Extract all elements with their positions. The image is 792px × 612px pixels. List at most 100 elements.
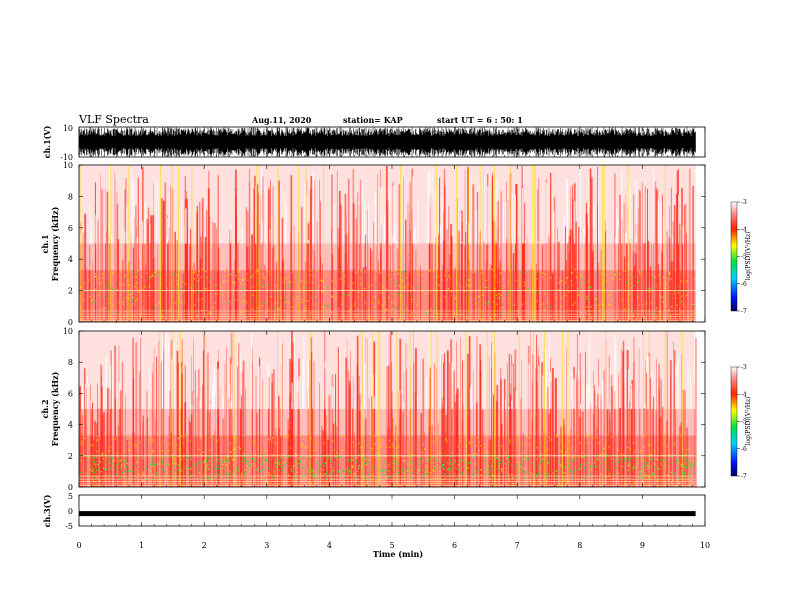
spectrogram-speckle bbox=[317, 316, 319, 318]
spectrogram-speckle bbox=[574, 449, 577, 451]
spectrogram-speckle bbox=[673, 454, 675, 457]
spectrogram-streak bbox=[255, 244, 257, 322]
spectrogram-speckle bbox=[609, 304, 611, 306]
spectrogram-speckle bbox=[520, 319, 522, 321]
spectrogram-speckle bbox=[500, 445, 502, 447]
spectrogram-strong-speckle bbox=[138, 456, 140, 458]
spectrogram-streak bbox=[320, 201, 321, 322]
spectrogram-strong-speckle bbox=[306, 465, 308, 468]
spectrogram-speckle bbox=[581, 456, 584, 458]
spectrogram-strong-speckle bbox=[358, 466, 360, 468]
ch1-colorbar bbox=[730, 201, 738, 312]
spectrogram-speckle bbox=[216, 439, 218, 442]
spectrogram-strong-speckle bbox=[195, 311, 197, 313]
spectrogram-speckle bbox=[364, 302, 366, 304]
spectrogram-speckle bbox=[351, 479, 353, 482]
spectrogram-streak bbox=[568, 235, 571, 322]
spectrogram-streak bbox=[512, 363, 514, 487]
spectrogram-strong-speckle bbox=[117, 457, 119, 459]
spectrogram-speckle bbox=[300, 280, 303, 282]
spectrogram-gap bbox=[130, 401, 132, 409]
spectrogram-speckle bbox=[678, 321, 680, 324]
spectrogram-streak bbox=[450, 236, 453, 322]
spectrogram-strong-speckle bbox=[617, 457, 620, 460]
spectrogram-speckle bbox=[397, 273, 399, 275]
spectrogram-strong-speckle bbox=[187, 456, 189, 458]
spectrogram-strong-speckle bbox=[199, 460, 201, 463]
spectrogram-streak bbox=[553, 271, 555, 322]
spectrogram-speckle bbox=[592, 437, 594, 439]
spectrogram-speckle bbox=[311, 281, 313, 283]
spectrogram-strong-speckle bbox=[460, 461, 462, 463]
spectrogram-speckle bbox=[478, 441, 480, 444]
spectrogram-speckle bbox=[149, 436, 152, 438]
spectrogram-strong-speckle bbox=[420, 462, 422, 464]
spectrogram-strong-speckle bbox=[651, 287, 653, 289]
spectrogram-gap bbox=[609, 367, 611, 409]
spectrogram-strong-speckle bbox=[214, 473, 217, 476]
spectrogram-streak bbox=[313, 250, 315, 322]
spectrogram-gap bbox=[511, 193, 513, 244]
spectrogram-speckle bbox=[284, 435, 286, 438]
spectrogram-strong-speckle bbox=[694, 454, 696, 457]
spectrogram-streak bbox=[106, 387, 109, 487]
spectrogram-speckle bbox=[260, 476, 262, 479]
spectrogram-strong-speckle bbox=[487, 471, 489, 473]
spectrogram-gap bbox=[149, 223, 151, 244]
spectrogram-speckle bbox=[381, 304, 383, 306]
colorbar-tick-label: -4 bbox=[741, 226, 747, 233]
spectrogram-strong-speckle bbox=[225, 474, 227, 477]
spectrogram-gap bbox=[601, 380, 604, 409]
spectrogram-speckle bbox=[355, 271, 357, 274]
spectrogram-strong-speckle bbox=[614, 474, 616, 476]
spectrogram-gap bbox=[660, 201, 662, 244]
spectrogram-speckle bbox=[224, 270, 226, 273]
spectrogram-streak bbox=[551, 273, 554, 322]
spectrogram-strong-speckle bbox=[124, 470, 126, 472]
spectrogram-streak bbox=[548, 236, 550, 322]
spectrogram-strong-speckle bbox=[362, 467, 364, 470]
spectrogram-strong-speckle bbox=[179, 288, 181, 290]
spectrogram-strong-speckle bbox=[309, 470, 311, 473]
spectrogram-speckle bbox=[331, 280, 333, 282]
spectrogram-gap bbox=[171, 359, 174, 409]
spectrogram-gap bbox=[620, 170, 623, 244]
spectrogram-gap bbox=[230, 364, 232, 409]
spectrogram-speckle bbox=[238, 272, 240, 274]
spectrogram-speckle bbox=[607, 434, 609, 436]
spectrogram-burst bbox=[79, 165, 81, 322]
spectrogram-speckle bbox=[457, 445, 459, 448]
spectrogram-speckle bbox=[402, 477, 404, 480]
spectrogram-streak bbox=[322, 430, 324, 487]
spectrogram-strong-speckle bbox=[263, 302, 266, 304]
spectrogram-speckle bbox=[574, 268, 576, 271]
spectrogram-streak bbox=[627, 207, 628, 322]
spectrogram-gap bbox=[388, 188, 390, 244]
spectrogram-streak bbox=[115, 437, 118, 487]
spectrogram-strong-speckle bbox=[488, 466, 490, 469]
spectrogram-speckle bbox=[656, 485, 658, 488]
spectrogram-streak bbox=[238, 343, 240, 487]
spectrogram-streak bbox=[346, 234, 348, 322]
spectrogram-strong-speckle bbox=[189, 454, 191, 456]
spectrogram-gap bbox=[284, 195, 286, 244]
spectrogram-strong-speckle bbox=[312, 473, 314, 475]
spectrogram-streak bbox=[512, 253, 515, 322]
spectrogram-streak bbox=[194, 370, 196, 487]
spectrogram-streak bbox=[492, 394, 495, 487]
spectrogram-speckle bbox=[126, 462, 129, 465]
spectrogram-strong-speckle bbox=[680, 301, 682, 304]
spectrogram-speckle bbox=[274, 317, 276, 320]
spectrogram-speckle bbox=[285, 301, 287, 303]
spectrogram-gap bbox=[183, 222, 185, 244]
spectrogram-strong-speckle bbox=[672, 472, 674, 474]
spectrogram-speckle bbox=[132, 292, 134, 294]
spectrogram-speckle bbox=[644, 317, 646, 319]
spectrogram-strong-speckle bbox=[323, 304, 325, 307]
spectrogram-speckle bbox=[382, 286, 384, 289]
spectrogram-strong-speckle bbox=[647, 455, 650, 458]
spectrogram-strong-speckle bbox=[331, 476, 333, 478]
spectrogram-speckle bbox=[100, 289, 102, 291]
spectrogram-strong-speckle bbox=[407, 305, 409, 308]
spectrogram-strong-speckle bbox=[645, 462, 647, 464]
